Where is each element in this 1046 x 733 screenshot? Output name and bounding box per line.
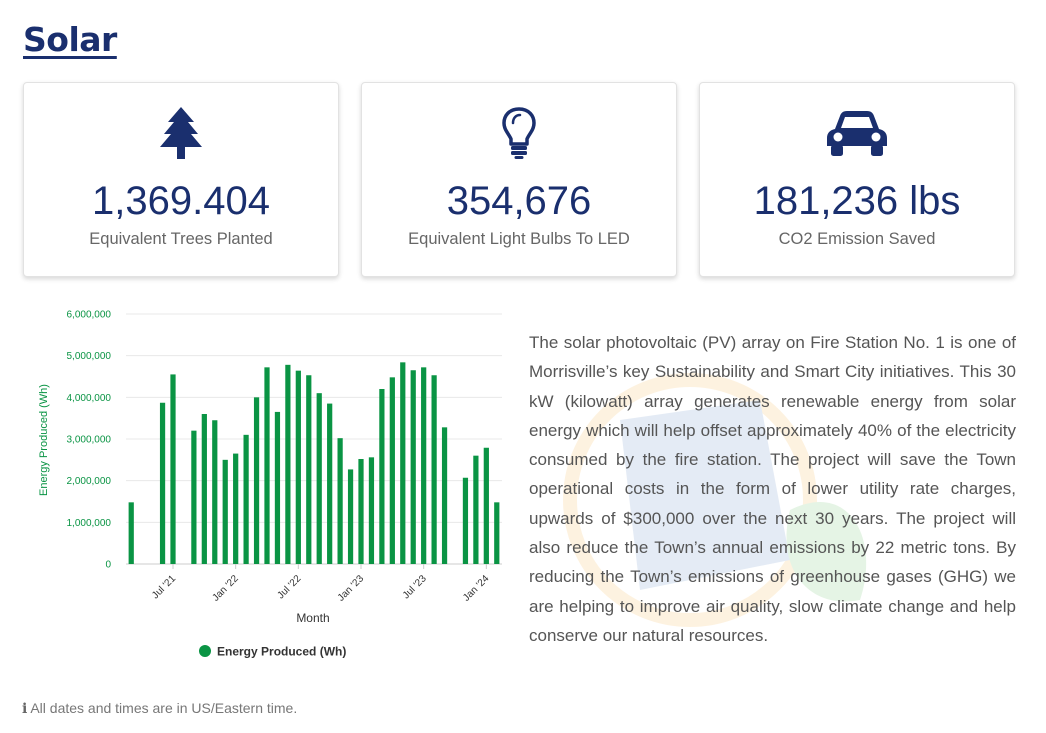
y-tick-label: 2,000,000: [67, 476, 112, 487]
car-icon: [700, 105, 1014, 161]
y-axis-title: Energy Produced (Wh): [38, 384, 50, 496]
y-tick-label: 5,000,000: [67, 351, 112, 362]
bar-2023-09[interactable]: [441, 427, 448, 564]
stat-label: Equivalent Trees Planted: [89, 230, 273, 248]
bar-2023-04[interactable]: [389, 377, 395, 564]
y-tick-label: 6,000,000: [67, 310, 112, 321]
y-tick-label: 0: [105, 560, 111, 571]
legend-marker: [199, 645, 211, 657]
stat-value: 181,236 lbs: [753, 179, 961, 223]
page-title: Solar: [23, 20, 117, 59]
bar-2022-07[interactable]: [295, 370, 301, 564]
solar-watermark-icon: [563, 373, 867, 627]
bar-2021-07[interactable]: [170, 374, 176, 564]
x-tick-label: Jan '22: [210, 573, 241, 604]
legend[interactable]: Energy Produced (Wh): [199, 645, 346, 659]
stat-label: CO2 Emission Saved: [778, 230, 936, 248]
stat-card-light-bulbs: 354,676 Equivalent Light Bulbs To LED: [361, 82, 677, 277]
solar-description: The solar photovoltaic (PV) array on Fir…: [529, 333, 1016, 645]
x-tick-label: Jul '22: [275, 573, 303, 601]
bar-2023-12[interactable]: [473, 455, 479, 564]
bar-2023-05[interactable]: [400, 362, 406, 564]
bar-2023-06[interactable]: [410, 370, 416, 564]
legend-item-energy-produced[interactable]: Energy Produced (Wh): [217, 645, 346, 659]
stat-card-trees: 1,369.404 Equivalent Trees Planted: [23, 82, 339, 277]
timezone-footnote: i All dates and times are in US/Eastern t…: [22, 700, 297, 717]
bar-2022-12[interactable]: [347, 469, 354, 564]
bar-2022-02[interactable]: [243, 434, 249, 564]
stat-value: 354,676: [446, 179, 592, 223]
bar-2022-05[interactable]: [274, 411, 281, 564]
y-tick-label: 1,000,000: [67, 518, 112, 529]
bar-2023-07[interactable]: [421, 367, 427, 564]
x-tick-label: Jul '21: [150, 573, 178, 601]
x-tick-label: Jan '24: [461, 573, 492, 604]
bar-2023-03[interactable]: [379, 389, 385, 564]
bar-2021-09[interactable]: [191, 430, 197, 564]
bar-2022-04[interactable]: [264, 367, 270, 564]
bar-2021-10[interactable]: [201, 414, 207, 564]
bar-2021-06[interactable]: [159, 402, 166, 564]
bar-2023-01[interactable]: [358, 459, 364, 564]
y-tick-label: 4,000,000: [67, 393, 112, 404]
y-tick-label: 3,000,000: [67, 435, 112, 446]
tree-icon: [24, 105, 338, 161]
bar-2023-08[interactable]: [431, 375, 437, 564]
x-axis-title: Month: [296, 611, 329, 625]
x-tick-label: Jan '23: [336, 573, 367, 604]
x-tick-label: Jul '23: [401, 573, 429, 601]
bar-2024-02[interactable]: [494, 502, 500, 564]
stat-value: 1,369.404: [92, 179, 270, 223]
bar-2023-02[interactable]: [368, 457, 375, 564]
energy-bar-chart: 0 1,000,000 2,000,000 3,000,000 4,000,000 5,0…: [38, 310, 502, 659]
bar-2022-10[interactable]: [327, 403, 333, 564]
bar-2022-08[interactable]: [306, 375, 312, 564]
bar-2022-06[interactable]: [285, 364, 291, 564]
stat-card-co2: 181,236 lbs CO2 Emission Saved: [699, 82, 1015, 277]
bar-2022-03[interactable]: [253, 397, 260, 564]
bar-2024-01[interactable]: [483, 447, 489, 564]
bar-2021-03[interactable]: [128, 502, 134, 564]
bar-2022-11[interactable]: [337, 438, 343, 564]
info-icon: i: [22, 701, 28, 717]
bar-2022-09[interactable]: [316, 393, 322, 564]
lightbulb-icon: [362, 105, 676, 161]
footnote-text: All dates and times are in US/Eastern ti…: [30, 700, 298, 716]
bar-2021-11[interactable]: [212, 420, 218, 564]
stat-label: Equivalent Light Bulbs To LED: [408, 230, 630, 248]
bar-2022-01[interactable]: [233, 453, 239, 564]
bar-2021-12[interactable]: [222, 459, 228, 564]
bar-2023-11[interactable]: [462, 477, 469, 564]
